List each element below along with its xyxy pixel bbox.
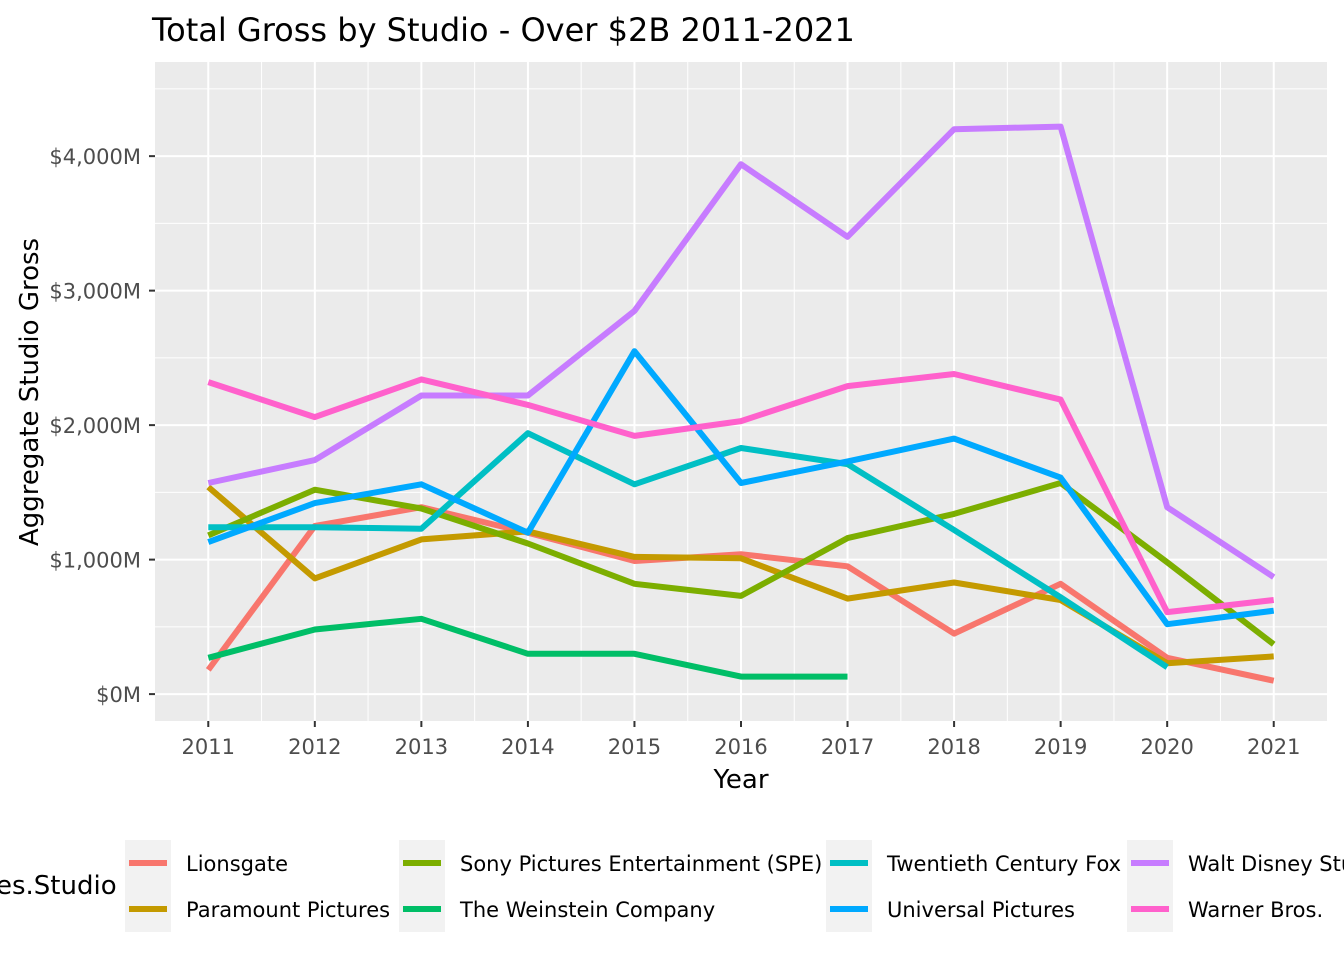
legend-title: es.Studio (0, 871, 117, 901)
legend-label-universal-pictures: Universal Pictures (887, 898, 1075, 922)
y-axis-title: Aggregate Studio Gross (15, 238, 45, 546)
series-line-warner-bros (207, 371, 1275, 616)
x-tick-label: 2016 (714, 735, 767, 759)
x-tick-label: 2012 (288, 735, 341, 759)
legend-label-the-weinstein-company: The Weinstein Company (459, 898, 715, 922)
x-tick-label: 2021 (1247, 735, 1300, 759)
series-line-sony-pictures-entertainment-spe (207, 480, 1276, 647)
y-tick-label: $1,000M (49, 549, 141, 573)
legend-label-paramount-pictures: Paramount Pictures (186, 898, 390, 922)
x-tick-label: 2015 (608, 735, 661, 759)
legend-label-twentieth-century-fox: Twentieth Century Fox (886, 852, 1121, 876)
x-tick-label: 2014 (501, 735, 554, 759)
x-axis-title: Year (712, 765, 768, 795)
chart-title: Total Gross by Studio - Over $2B 2011-20… (151, 11, 855, 49)
legend-label-walt-disney-stu: Walt Disney Stu (1188, 852, 1344, 876)
legend-label-sony-pictures-entertainment-spe: Sony Pictures Entertainment (SPE) (460, 852, 822, 876)
y-tick-label: $3,000M (49, 280, 141, 304)
series-line-walt-disney-stu (207, 123, 1276, 580)
y-tick-label: $0M (96, 683, 141, 707)
x-tick-label: 2020 (1140, 735, 1193, 759)
series-line-lionsgate (205, 504, 1275, 684)
x-tick-label: 2017 (821, 735, 874, 759)
series-line-twentieth-century-fox (208, 430, 1169, 670)
series-lines (205, 123, 1276, 684)
x-tick-label: 2019 (1034, 735, 1087, 759)
x-tick-label: 2013 (395, 735, 448, 759)
y-tick-label: $2,000M (49, 414, 141, 438)
legend-label-warner-bros: Warner Bros. (1188, 898, 1323, 922)
legend-label-lionsgate: Lionsgate (186, 852, 288, 876)
x-tick-label: 2011 (182, 735, 235, 759)
x-tick-label: 2018 (927, 735, 980, 759)
y-axis: $0M $1,000M $2,000M $3,000M $4,000M (49, 145, 155, 707)
series-line-universal-pictures (207, 348, 1275, 628)
y-tick-label: $4,000M (49, 145, 141, 169)
legend: Lionsgate Paramount Pictures Sony Pictures… (125, 840, 1344, 932)
series-line-the-weinstein-company (207, 615, 848, 680)
x-axis: 2011 2012 2013 2014 2015 2016 2017 2018 2019 2020… (182, 721, 1300, 759)
